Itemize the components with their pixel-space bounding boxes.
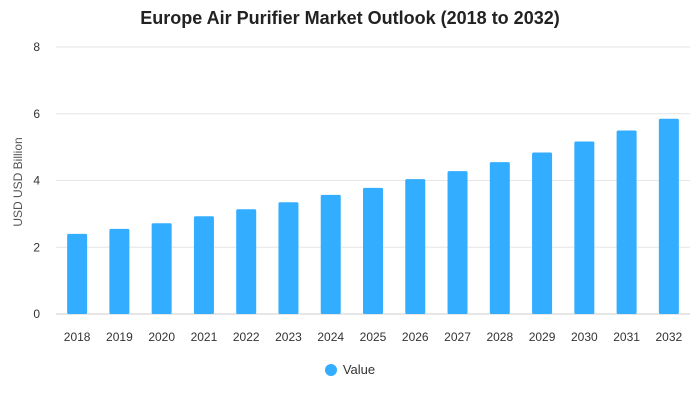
x-tick-label: 2019 (106, 330, 133, 344)
bar-2028[interactable] (489, 162, 510, 314)
y-tick-label: 2 (33, 240, 40, 254)
x-tick-label: 2021 (191, 330, 218, 344)
legend-label-value: Value (342, 362, 376, 377)
bar-2024[interactable] (320, 194, 341, 314)
x-tick-label: 2022 (233, 330, 260, 344)
x-tick-label: 2028 (486, 330, 513, 344)
bar-2022[interactable] (236, 209, 257, 314)
x-tick-label: 2029 (529, 330, 556, 344)
y-tick-label: 0 (33, 307, 40, 321)
x-tick-label: 2030 (571, 330, 598, 344)
bar-2026[interactable] (405, 179, 426, 314)
bar-2020[interactable] (151, 223, 172, 314)
x-tick-label: 2032 (656, 330, 683, 344)
x-tick-label: 2024 (317, 330, 344, 344)
bar-2030[interactable] (574, 141, 595, 314)
bar-2027[interactable] (447, 171, 468, 314)
bar-2018[interactable] (67, 233, 88, 314)
bar-2019[interactable] (109, 228, 130, 314)
x-tick-label: 2020 (148, 330, 175, 344)
x-tick-label: 2026 (402, 330, 429, 344)
x-tick-label: 2023 (275, 330, 302, 344)
y-axis-label: USD USD Billion (11, 137, 25, 226)
x-tick-label: 2025 (360, 330, 387, 344)
bar-2025[interactable] (363, 187, 383, 314)
bar-2032[interactable] (658, 118, 679, 314)
bar-2029[interactable] (532, 152, 553, 314)
x-tick-label: 2031 (613, 330, 640, 344)
y-tick-label: 6 (33, 107, 40, 121)
y-tick-label: 8 (33, 40, 40, 54)
legend-swatch (324, 363, 337, 376)
bar-2023[interactable] (278, 202, 299, 314)
chart-title: Europe Air Purifier Market Outlook (2018… (140, 8, 560, 28)
y-tick-label: 4 (33, 174, 40, 188)
x-tick-label: 2027 (444, 330, 471, 344)
legend: Value (0, 362, 700, 377)
x-tick-label: 2018 (64, 330, 91, 344)
bar-2021[interactable] (193, 216, 214, 314)
bar-2031[interactable] (616, 130, 637, 314)
